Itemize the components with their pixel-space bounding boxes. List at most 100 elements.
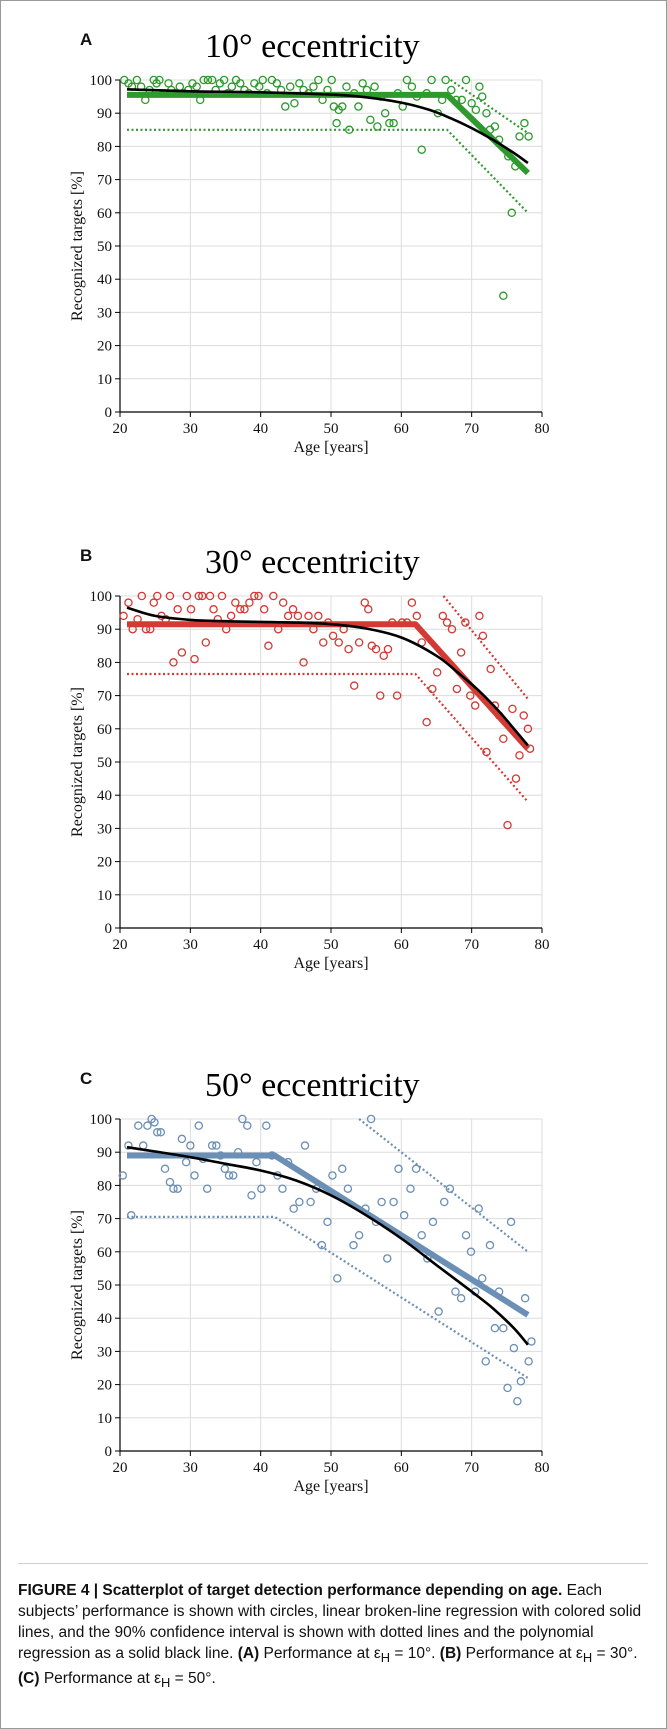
y-tick-label: 50 [97, 755, 112, 771]
x-tick-label: 40 [253, 1460, 268, 1476]
chart-title: 50° eccentricity [205, 1067, 420, 1104]
data-point [461, 75, 471, 85]
data-point [207, 1141, 217, 1150]
caption-text-c: Performance at ε [43, 1670, 162, 1688]
y-tick-label: 80 [97, 1178, 112, 1194]
data-point [507, 208, 517, 218]
data-point [231, 598, 240, 607]
data-point [299, 658, 308, 667]
data-point [323, 1217, 332, 1227]
data-point [503, 820, 512, 830]
y-tick-label: 90 [97, 622, 112, 638]
data-point [490, 1323, 500, 1333]
broken-line-regression [127, 1152, 530, 1318]
confidence-interval-line [442, 595, 529, 700]
caption-text-a: Performance at ε [263, 1645, 381, 1662]
data-point [300, 1141, 310, 1150]
x-axis-label: Age [years] [293, 439, 368, 456]
data-point [199, 75, 208, 85]
x-tick-label: 60 [394, 1460, 409, 1476]
y-tick-label: 10 [97, 1411, 112, 1427]
y-tick-label: 40 [97, 788, 112, 804]
data-point [245, 598, 254, 607]
data-point [250, 591, 259, 601]
data-point [304, 611, 313, 621]
data-point [177, 648, 187, 657]
data-point [343, 1184, 353, 1193]
polynomial-regression [126, 606, 529, 747]
data-point [217, 591, 227, 601]
x-tick-label: 50 [324, 421, 339, 437]
data-point [385, 118, 394, 128]
caption-label-a: (A) [237, 1645, 260, 1662]
data-point [203, 75, 213, 85]
y-tick-label: 100 [90, 73, 113, 89]
chart-title: 10° eccentricity [205, 28, 420, 65]
data-point [124, 1141, 133, 1150]
data-point [290, 98, 299, 108]
data-point [442, 618, 452, 627]
y-tick-label: 10 [97, 888, 112, 904]
caption-eq-a: = 10°. [390, 1645, 436, 1662]
data-point [407, 82, 417, 91]
data-point [278, 1184, 287, 1193]
data-point [394, 1164, 403, 1174]
y-tick-label: 20 [97, 339, 112, 355]
data-point [407, 598, 417, 607]
data-point [516, 1377, 526, 1386]
data-point [202, 1184, 212, 1193]
data-point [289, 1204, 298, 1213]
y-tick-label: 20 [97, 1378, 112, 1394]
caption-label-c: (C) [18, 1670, 40, 1688]
y-tick-label: 100 [90, 1112, 113, 1128]
x-tick-label: 70 [464, 937, 479, 953]
caption-label-b: (B) [439, 1645, 462, 1662]
data-point [175, 82, 185, 91]
data-point [169, 1184, 178, 1193]
data-point [295, 1197, 304, 1207]
caption-eq-c: = 50°. [170, 1670, 216, 1688]
data-point [475, 611, 484, 621]
data-point [428, 1217, 438, 1227]
chart-a-svg: 20 30 40 50 60 70 80 0 10 20 30 40 50 60 70 80 90 100 Age … [69, 73, 550, 456]
data-point [451, 1287, 460, 1296]
data-point [457, 95, 467, 105]
data-point [383, 644, 393, 654]
data-point [295, 79, 304, 88]
data-point [490, 122, 500, 131]
caption-divider [18, 1563, 648, 1564]
x-tick-label: 80 [535, 1460, 550, 1476]
data-point [417, 145, 426, 154]
x-axis-label: Age [years] [293, 1478, 368, 1495]
data-point [411, 1164, 421, 1174]
y-tick-label: 0 [105, 405, 113, 421]
data-point [392, 691, 402, 700]
x-tick-label: 50 [324, 1460, 339, 1476]
data-point [422, 717, 431, 727]
y-tick-label: 60 [97, 722, 112, 738]
data-point [153, 591, 162, 601]
data-point [482, 108, 491, 118]
data-point [252, 1157, 261, 1167]
data-point [428, 684, 437, 694]
data-point [345, 125, 354, 135]
data-point [349, 1240, 358, 1250]
data-point [227, 82, 237, 91]
data-point [254, 591, 263, 601]
data-point [383, 1254, 392, 1263]
y-tick-label: 100 [90, 589, 113, 605]
y-tick-label: 60 [97, 206, 112, 222]
data-point [264, 641, 273, 651]
data-point [375, 691, 385, 700]
data-point [262, 1121, 271, 1130]
y-axis-label: Recognized targets [%] [69, 171, 86, 321]
data-point [190, 1171, 199, 1180]
data-point [342, 82, 351, 91]
data-point [349, 681, 359, 690]
y-tick-label: 30 [97, 821, 112, 837]
polynomial-regression [126, 1145, 529, 1346]
y-axis-label: Recognized targets [%] [69, 687, 86, 837]
caption-figure-label: FIGURE 4 | Scatterplot of target detecti… [18, 1582, 563, 1599]
data-point [366, 1114, 376, 1124]
data-point [511, 774, 521, 783]
